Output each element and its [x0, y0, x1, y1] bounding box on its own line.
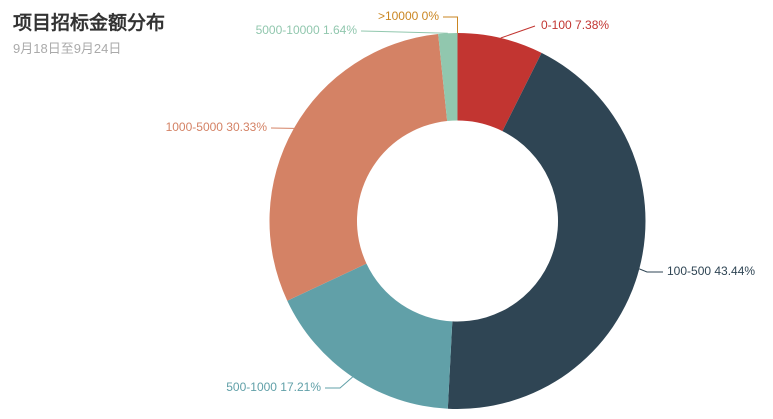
label-line-100-500 — [639, 268, 663, 273]
slice-label-1000-5000: 1000-5000 30.33% — [166, 120, 268, 134]
slice-label-5000-10000: 5000-10000 1.64% — [256, 23, 358, 37]
label-line-500-1000 — [325, 376, 353, 389]
pie-slice-0-100[interactable] — [457, 33, 542, 132]
label-line->10000 — [443, 16, 458, 33]
label-line-5000-10000 — [360, 30, 448, 34]
slice-label-0-100: 0-100 7.38% — [541, 18, 609, 32]
label-line-0-100 — [500, 25, 536, 39]
pie-slice-1000-5000[interactable] — [269, 34, 448, 301]
page-title: 项目招标金额分布 — [13, 13, 166, 34]
chart-header: 项目招标金额分布 9月18日至9月24日 — [13, 12, 165, 57]
slice-label->10000: >10000 0% — [378, 9, 439, 23]
pie-slice-500-1000[interactable] — [287, 263, 453, 409]
pie-slice-100-500[interactable] — [447, 52, 646, 409]
slice-label-100-500: 100-500 43.44% — [667, 264, 755, 278]
pie-slice-5000-10000[interactable] — [438, 33, 458, 122]
slice-label-500-1000: 500-1000 17.21% — [226, 380, 321, 394]
chart-subtitle: 9月18日至9月24日 — [13, 41, 122, 56]
